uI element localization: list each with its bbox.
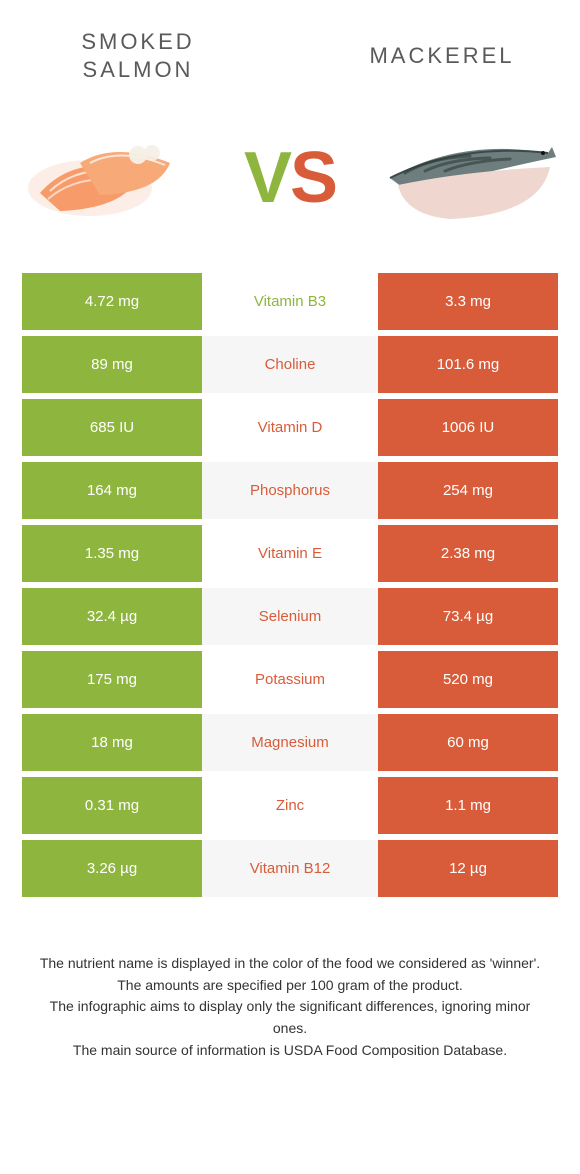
nutrient-name: Magnesium xyxy=(202,714,378,771)
value-mackerel: 60 mg xyxy=(378,714,558,771)
vs-label: VS xyxy=(244,142,336,214)
value-salmon: 0.31 mg xyxy=(22,777,202,834)
nutrient-row: 1.35 mgVitamin E2.38 mg xyxy=(22,525,558,582)
nutrient-row: 3.26 µgVitamin B1212 µg xyxy=(22,840,558,897)
value-salmon: 3.26 µg xyxy=(22,840,202,897)
value-salmon: 685 IU xyxy=(22,399,202,456)
header: SMOKED SALMON MACKEREL xyxy=(0,0,580,93)
value-mackerel: 254 mg xyxy=(378,462,558,519)
value-mackerel: 520 mg xyxy=(378,651,558,708)
nutrient-name: Selenium xyxy=(202,588,378,645)
nutrient-row: 685 IUVitamin D1006 IU xyxy=(22,399,558,456)
footer-notes: The nutrient name is displayed in the co… xyxy=(0,903,580,1061)
nutrient-row: 4.72 mgVitamin B33.3 mg xyxy=(22,273,558,330)
value-mackerel: 73.4 µg xyxy=(378,588,558,645)
value-salmon: 164 mg xyxy=(22,462,202,519)
value-mackerel: 101.6 mg xyxy=(378,336,558,393)
value-salmon: 89 mg xyxy=(22,336,202,393)
salmon-image xyxy=(20,123,200,233)
value-salmon: 18 mg xyxy=(22,714,202,771)
value-mackerel: 1006 IU xyxy=(378,399,558,456)
vs-row: VS xyxy=(0,93,580,273)
value-mackerel: 3.3 mg xyxy=(378,273,558,330)
value-salmon: 175 mg xyxy=(22,651,202,708)
title-smoked-salmon: SMOKED SALMON xyxy=(48,28,228,83)
footer-line: The amounts are specified per 100 gram o… xyxy=(34,975,546,997)
title-mackerel: MACKEREL xyxy=(352,42,532,70)
nutrient-name: Vitamin B3 xyxy=(202,273,378,330)
vs-letter-v: V xyxy=(244,142,290,214)
nutrient-name: Potassium xyxy=(202,651,378,708)
nutrient-name: Vitamin E xyxy=(202,525,378,582)
nutrient-row: 89 mgCholine101.6 mg xyxy=(22,336,558,393)
nutrient-row: 18 mgMagnesium60 mg xyxy=(22,714,558,771)
nutrient-table: 4.72 mgVitamin B33.3 mg 89 mgCholine101.6… xyxy=(0,273,580,897)
value-mackerel: 1.1 mg xyxy=(378,777,558,834)
value-mackerel: 12 µg xyxy=(378,840,558,897)
mackerel-image xyxy=(380,123,560,233)
value-salmon: 32.4 µg xyxy=(22,588,202,645)
nutrient-row: 164 mgPhosphorus254 mg xyxy=(22,462,558,519)
value-mackerel: 2.38 mg xyxy=(378,525,558,582)
nutrient-name: Vitamin D xyxy=(202,399,378,456)
value-salmon: 4.72 mg xyxy=(22,273,202,330)
nutrient-name: Vitamin B12 xyxy=(202,840,378,897)
nutrient-row: 175 mgPotassium520 mg xyxy=(22,651,558,708)
value-salmon: 1.35 mg xyxy=(22,525,202,582)
nutrient-name: Zinc xyxy=(202,777,378,834)
nutrient-row: 0.31 mgZinc1.1 mg xyxy=(22,777,558,834)
nutrient-row: 32.4 µgSelenium73.4 µg xyxy=(22,588,558,645)
footer-line: The main source of information is USDA F… xyxy=(34,1040,546,1062)
vs-letter-s: S xyxy=(290,142,336,214)
nutrient-name: Choline xyxy=(202,336,378,393)
footer-line: The nutrient name is displayed in the co… xyxy=(34,953,546,975)
nutrient-name: Phosphorus xyxy=(202,462,378,519)
footer-line: The infographic aims to display only the… xyxy=(34,996,546,1039)
